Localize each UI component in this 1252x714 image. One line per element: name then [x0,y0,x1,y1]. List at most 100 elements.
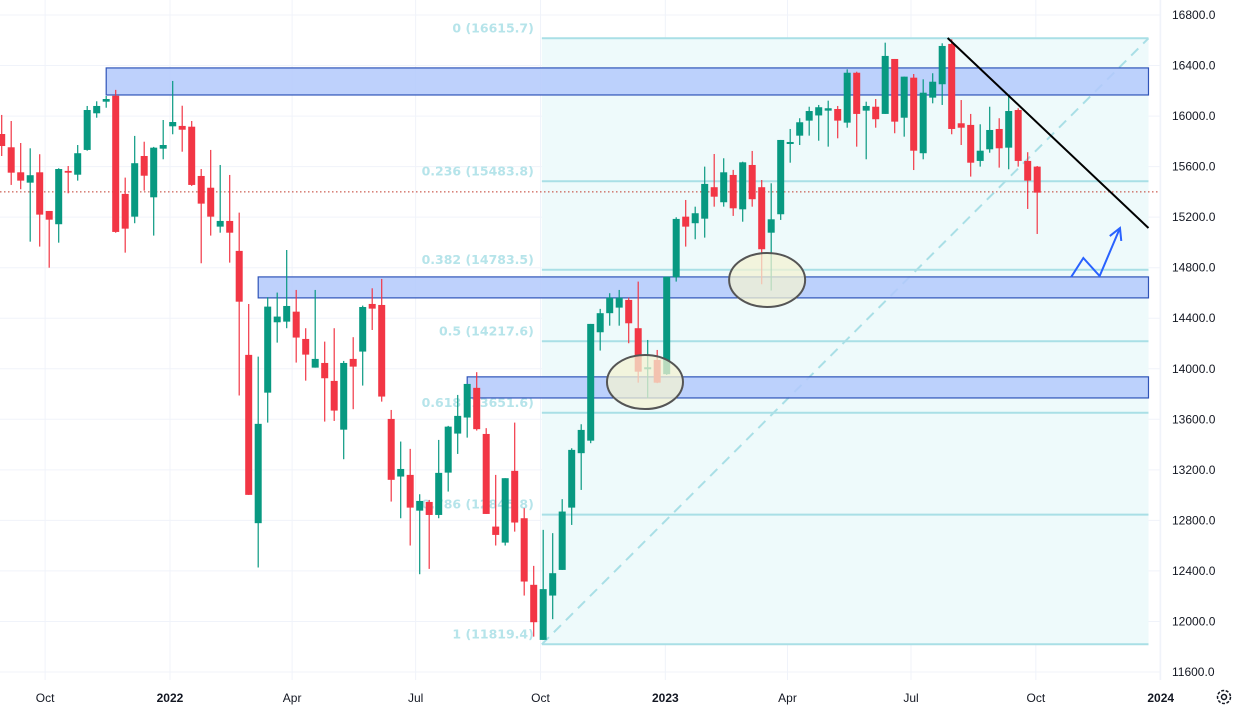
y-tick-label: 16400.0 [1172,59,1216,73]
candle-body [976,150,984,161]
y-tick-label: 14000.0 [1172,362,1216,376]
candle-body [900,76,908,118]
candle-body [634,328,642,372]
candle-body [102,99,110,102]
candle [368,288,376,330]
candle [520,508,528,596]
candle [359,305,367,386]
fib-trend-line[interactable] [541,37,1150,645]
candle [501,478,509,546]
candle [226,174,234,263]
candle-body [938,45,946,85]
candle [549,533,557,620]
candle [682,199,690,247]
candle-body [1024,160,1032,181]
candle [1014,108,1022,167]
candle [121,177,129,253]
candle-body [425,501,433,515]
candle [197,169,205,264]
candle-body [435,472,443,515]
candle [843,69,851,128]
fibonacci-retracement[interactable]: 0 (16615.7) 0.236 (15483.8) 0.382 (14783.5… [422,20,1150,646]
candle [910,74,918,171]
candle-body [492,526,500,535]
candle-body [805,111,813,121]
candle-body [482,433,490,514]
fib-level-label: 0.236 (15483.8) [422,163,534,178]
candle [112,89,120,233]
x-tick-label: Oct [531,691,550,705]
candle-body [691,213,699,224]
candle [321,341,329,422]
candle-body [207,187,215,217]
candle [577,424,585,490]
candle [0,114,6,157]
candle [83,105,91,151]
x-tick-label: Oct [1027,691,1046,705]
candle-body [93,105,101,114]
candle [938,43,946,105]
x-tick-label: Oct [36,691,55,705]
candle-body [872,106,880,120]
candle [150,146,158,236]
y-tick-label: 13200.0 [1172,463,1216,477]
candle-body [0,134,6,147]
candle [625,297,633,344]
price-zone-rect[interactable] [105,67,1150,96]
candle-body [140,156,148,176]
candle [330,328,338,421]
candle [387,409,395,502]
candle [311,289,319,368]
candle [26,148,34,242]
candle-body [216,220,224,227]
candle-body [397,468,405,477]
candle-body [188,126,196,185]
highlight-ellipse[interactable] [728,251,807,308]
candle [710,153,718,207]
candle-body [520,518,528,582]
candle-body [292,311,300,338]
gear-icon[interactable] [1214,687,1234,707]
candle [872,99,880,128]
candle-body [283,305,291,322]
downtrend-line[interactable] [946,37,1150,229]
candle-body [558,511,566,570]
price-zone-rect[interactable] [466,376,1150,399]
candle-body [321,362,329,379]
y-tick-label: 15600.0 [1172,160,1216,174]
price-axis[interactable]: 16800.0 16400.0 16000.0 15600.0 15200.0 14800… [1159,0,1216,680]
candle-body [587,323,595,441]
y-tick-label: 11600.0 [1172,665,1215,679]
candle-body [815,107,823,116]
drawings[interactable] [605,37,1150,411]
candle [444,425,452,492]
candle-body [74,153,82,175]
candle [739,161,747,222]
projection-arrow[interactable] [1070,227,1121,278]
candle-body [1033,166,1041,193]
candle [796,118,804,146]
candle [473,372,481,431]
candle-body [834,109,842,121]
candle [463,383,471,438]
candle-body [378,304,386,397]
candle-body [454,415,462,434]
fib-level-label: 1 (11819.4) [452,626,533,641]
candle [568,448,576,525]
candle [416,494,424,575]
candle [986,106,994,153]
price-zone-rect[interactable] [257,276,1150,299]
candle [102,95,110,108]
candle [302,328,310,381]
candle [834,105,842,139]
y-tick-label: 12000.0 [1172,614,1216,628]
candle [862,101,870,160]
candle [729,169,737,216]
highlight-ellipse[interactable] [605,354,684,411]
candle [606,293,614,326]
candle-body [416,500,424,511]
candle [74,145,82,181]
candle-body [549,573,557,596]
time-axis[interactable]: Oct 2022 Apr Jul Oct 2023 Apr Jul Oct 2024 [36,691,1175,705]
